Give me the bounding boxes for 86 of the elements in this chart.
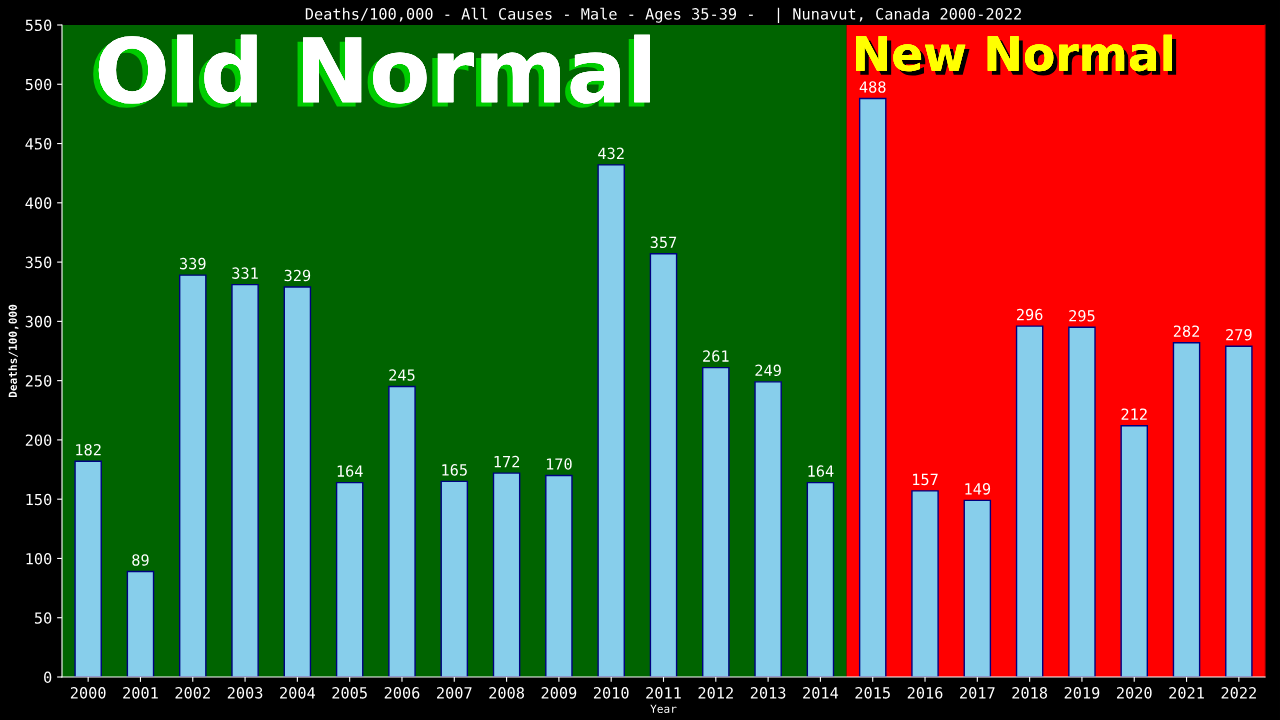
data-label: 172 (494, 455, 520, 468)
band-label: Old Normal (93, 34, 650, 108)
y-tick-label: 150 (26, 493, 52, 506)
data-label: 282 (1173, 325, 1200, 337)
bar (283, 286, 312, 677)
data-label: 170 (546, 458, 572, 470)
data-label: 295 (1069, 310, 1095, 322)
x-tick-label: 2000 (70, 687, 106, 699)
bar (335, 481, 364, 677)
chart-title: Deaths/100,000 - All Causes - Male - Ages 35-39 - | Nunavut, Canada 2000-2022 (305, 7, 1021, 24)
x-tick-label: 2007 (437, 687, 472, 699)
x-tick-label: 2016 (907, 687, 943, 699)
data-label: 164 (337, 465, 363, 477)
y-tick-label: 450 (25, 138, 52, 150)
bar (545, 474, 573, 677)
data-label: 432 (598, 147, 624, 160)
bar (388, 385, 416, 677)
x-tick-label: 2014 (803, 687, 839, 699)
bar (911, 490, 939, 677)
x-axis-title: Year (650, 704, 677, 714)
data-label: 339 (179, 257, 206, 270)
bar (858, 97, 887, 677)
y-tick-label: 200 (25, 434, 52, 446)
bar (440, 480, 469, 677)
x-tick-label: 2002 (175, 687, 210, 699)
x-tick-label: 2015 (855, 687, 890, 699)
x-tick-label: 2018 (1012, 687, 1048, 699)
y-tick-label: 100 (26, 552, 52, 565)
bar (963, 499, 992, 677)
bar (754, 381, 782, 677)
y-tick-label: 550 (25, 19, 52, 32)
x-tick-label: 2021 (1169, 687, 1204, 699)
x-tick-label: 2001 (123, 687, 158, 699)
bar (597, 164, 625, 677)
data-label: 149 (965, 483, 991, 495)
x-tick-label: 2011 (646, 687, 681, 699)
x-tick-label: 2020 (1116, 687, 1152, 699)
data-label: 182 (76, 443, 101, 456)
bar (702, 366, 730, 677)
y-tick-label: 500 (25, 78, 52, 91)
y-axis-title: Deaths/100,000 (8, 304, 19, 398)
bar (806, 481, 835, 677)
bar (126, 570, 155, 677)
x-tick-label: 2009 (541, 687, 577, 699)
data-label: 279 (1226, 328, 1252, 341)
bar (649, 253, 678, 677)
band-label: New Normal (856, 34, 1177, 76)
data-label: 245 (389, 369, 415, 381)
bar (1068, 326, 1096, 677)
bar (1225, 345, 1253, 677)
bar (1172, 342, 1201, 677)
x-tick-label: 2005 (332, 687, 367, 699)
data-label: 296 (1016, 308, 1043, 321)
data-label: 329 (284, 269, 311, 282)
x-tick-label: 2013 (750, 687, 786, 699)
bar (492, 472, 521, 677)
bar (1120, 424, 1149, 677)
bar (74, 460, 102, 677)
y-tick-label: 0 (44, 671, 52, 684)
data-label: 249 (755, 364, 781, 377)
x-tick-label: 2022 (1221, 687, 1256, 699)
x-tick-label: 2003 (227, 687, 263, 699)
y-tick-label: 350 (25, 256, 52, 269)
data-label: 157 (913, 473, 938, 486)
x-tick-label: 2019 (1064, 687, 1100, 699)
data-label: 165 (442, 464, 467, 476)
bar (231, 283, 259, 677)
bar (1015, 325, 1044, 677)
data-label: 261 (703, 350, 729, 362)
data-label: 212 (1121, 408, 1147, 420)
data-label: 488 (859, 81, 886, 93)
data-label: 164 (808, 465, 834, 477)
x-tick-label: 2004 (280, 687, 316, 699)
x-tick-label: 2008 (489, 687, 525, 699)
data-label: 89 (132, 554, 149, 566)
y-tick-label: 400 (25, 197, 52, 209)
x-tick-label: 2010 (593, 687, 629, 699)
y-tick-label: 300 (25, 315, 52, 328)
y-tick-label: 50 (34, 612, 52, 624)
y-tick-label: 250 (25, 375, 52, 387)
data-label: 331 (232, 267, 258, 279)
x-tick-label: 2006 (384, 687, 420, 699)
x-tick-label: 2012 (698, 687, 733, 699)
bar (178, 274, 207, 677)
x-tick-label: 2017 (960, 687, 995, 699)
data-label: 357 (650, 236, 677, 249)
